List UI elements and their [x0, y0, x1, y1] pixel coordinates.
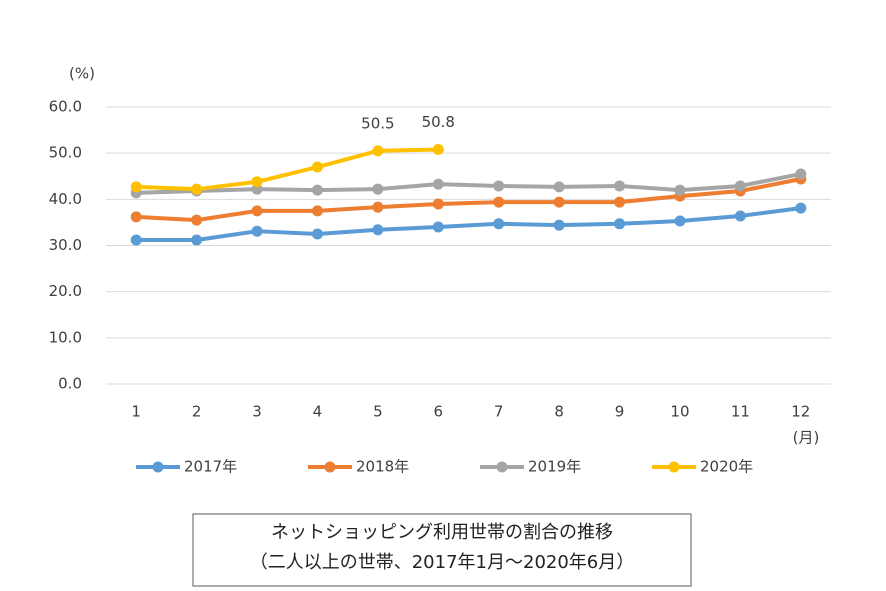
point — [553, 181, 565, 193]
point — [311, 161, 323, 173]
point — [432, 178, 444, 190]
x-tick-label: 2 — [192, 403, 202, 421]
x-tick-label: 5 — [373, 403, 383, 421]
legend-label: 2020年 — [700, 458, 753, 476]
data-label: 50.5 — [361, 114, 394, 132]
x-tick-label: 6 — [434, 403, 444, 421]
x-tick-label: 3 — [252, 403, 262, 421]
point — [614, 196, 626, 208]
point — [130, 181, 142, 193]
point — [795, 202, 807, 214]
point — [191, 214, 203, 226]
point — [251, 225, 263, 237]
point — [734, 180, 746, 192]
series-line — [136, 177, 802, 223]
point — [191, 234, 203, 246]
point — [493, 218, 505, 230]
point — [553, 219, 565, 231]
legend-label: 2017年 — [184, 458, 237, 476]
legend-marker — [324, 461, 336, 473]
y-tick-label: 40.0 — [49, 190, 82, 208]
point — [493, 180, 505, 192]
point — [191, 183, 203, 195]
chart-subtitle: （二人以上の世帯、2017年1月～2020年6月） — [250, 552, 635, 573]
point — [251, 176, 263, 188]
data-label: 50.8 — [422, 113, 455, 131]
point — [674, 215, 686, 227]
x-tick-label: 12 — [791, 403, 810, 421]
y-tick-label: 50.0 — [49, 144, 82, 162]
series-line — [136, 206, 802, 242]
y-tick-label: 0.0 — [58, 375, 82, 393]
x-tick-label: 10 — [670, 403, 689, 421]
x-tick-label: 7 — [494, 403, 504, 421]
legend-marker — [152, 461, 164, 473]
point — [311, 205, 323, 217]
point — [734, 210, 746, 222]
y-tick-label: 20.0 — [49, 282, 82, 300]
legend-marker — [496, 461, 508, 473]
x-tick-label: 4 — [313, 403, 323, 421]
point — [553, 196, 565, 208]
point — [130, 234, 142, 246]
point — [795, 168, 807, 180]
y-unit: (%) — [69, 65, 95, 83]
legend-label: 2019年 — [528, 458, 581, 476]
point — [493, 196, 505, 208]
y-tick-label: 30.0 — [49, 236, 82, 254]
point — [311, 184, 323, 196]
point — [432, 221, 444, 233]
x-tick-label: 1 — [131, 403, 141, 421]
point — [614, 218, 626, 230]
y-tick-label: 10.0 — [49, 328, 82, 346]
x-tick-label: 9 — [615, 403, 625, 421]
series-line — [136, 147, 439, 192]
series-line — [136, 171, 802, 195]
x-tick-label: 11 — [731, 403, 750, 421]
point — [432, 143, 444, 155]
point — [311, 228, 323, 240]
point — [674, 184, 686, 196]
title-box — [192, 513, 692, 587]
point — [372, 145, 384, 157]
point — [251, 205, 263, 217]
legend-marker — [668, 461, 680, 473]
point — [372, 201, 384, 213]
legend-label: 2018年 — [356, 458, 409, 476]
chart-title: ネットショッピング利用世帯の割合の推移 — [271, 522, 613, 543]
point — [130, 211, 142, 223]
point — [614, 180, 626, 192]
x-unit: (月) — [793, 429, 820, 447]
x-tick-label: 8 — [554, 403, 564, 421]
point — [372, 183, 384, 195]
point — [372, 224, 384, 236]
point — [432, 198, 444, 210]
y-tick-label: 60.0 — [49, 98, 82, 116]
